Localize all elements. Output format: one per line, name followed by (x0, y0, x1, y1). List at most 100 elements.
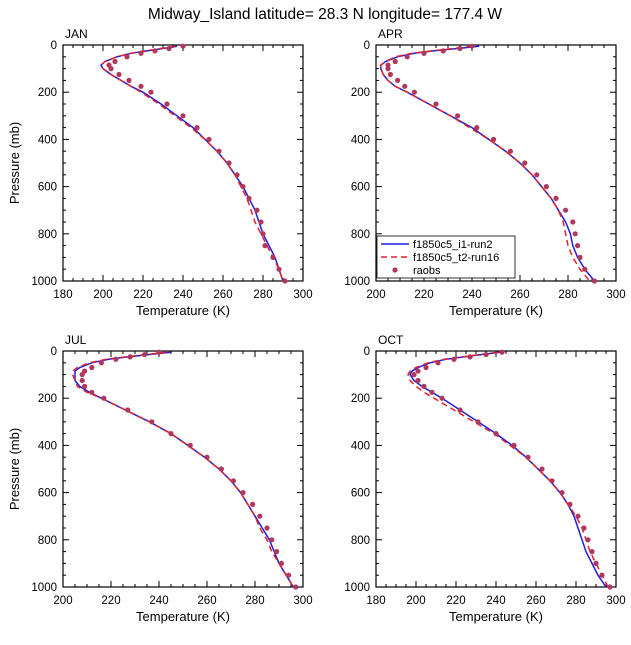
raobs-point (269, 537, 275, 543)
raobs-point (257, 513, 263, 519)
y-tick-label: 600 (351, 488, 370, 500)
raobs-point (467, 354, 473, 360)
raobs-point (483, 351, 489, 358)
raobs-point (392, 58, 398, 65)
raobs-point (469, 43, 475, 49)
y-tick-label: 800 (351, 535, 370, 547)
panel-jul: 200 220 240 260 280 300 0 200 400 600 800 1000 JUL Te… (7, 333, 313, 624)
y-tick-label: 400 (38, 440, 57, 452)
raobs-point (511, 442, 517, 448)
raobs-point (206, 136, 212, 142)
y-tick-label: 0 (51, 40, 57, 52)
raobs-point (563, 207, 569, 213)
raobs-point (282, 278, 288, 284)
x-tick-label: 300 (606, 289, 625, 301)
series-line-f1850c5_t2-run16 (71, 351, 295, 588)
raobs-point (168, 431, 174, 437)
panel-label: JUL (65, 333, 87, 347)
raobs-point (274, 549, 280, 555)
raobs-point (451, 356, 457, 362)
x-tick-label: 220 (133, 289, 152, 301)
raobs-point (402, 83, 408, 89)
x-tick-label: 200 (406, 595, 425, 607)
y-tick-label: 1000 (31, 276, 57, 288)
raobs-point (493, 431, 499, 437)
plot-frame (62, 350, 304, 588)
x-tick-label: 280 (245, 595, 264, 607)
raobs-point (572, 231, 578, 237)
x-tick-label: 300 (293, 289, 312, 301)
raobs-point (116, 71, 122, 78)
raobs-point (164, 101, 170, 107)
panel-jan: 180 200 220 240 260 280 300 0 200 400 600 800 1000 JA… (7, 27, 313, 318)
raobs-point (567, 501, 573, 507)
x-tick-label: 300 (293, 595, 312, 607)
raobs-point (534, 172, 540, 178)
y-tick-label: 800 (351, 229, 370, 241)
raobs-point (457, 45, 463, 52)
raobs-point (101, 395, 107, 401)
y-tick-label: 1000 (344, 276, 370, 288)
raobs-point (507, 148, 513, 154)
legend-label: f1850c5_t2-run16 (413, 252, 499, 264)
x-axis-label: Temperature (K) (136, 303, 230, 318)
raobs-point (166, 45, 172, 52)
y-tick-label: 800 (38, 229, 57, 241)
raobs-point (278, 560, 284, 567)
x-tick-label: 220 (414, 289, 433, 301)
series-line-f1850c5_t2-run16 (407, 351, 609, 588)
raobs-point (440, 48, 446, 54)
raobs-point (112, 58, 118, 65)
raobs-point (89, 389, 95, 395)
raobs-point (499, 349, 505, 355)
raobs-point (589, 549, 595, 555)
raobs-point (599, 572, 605, 578)
raobs-point (230, 478, 236, 484)
y-axis-label: Pressure (mb) (7, 122, 22, 204)
raobs-point (270, 254, 276, 260)
raobs-point (457, 407, 463, 413)
x-tick-label: 200 (53, 595, 72, 607)
raobs-point (79, 377, 85, 384)
legend-label: raobs (413, 265, 441, 277)
x-tick-label: 260 (526, 595, 545, 607)
raobs-point (421, 50, 427, 56)
figure-title: Midway_Island latitude= 28.3 N longitude… (148, 6, 503, 23)
raobs-point (250, 501, 256, 507)
raobs-point (148, 89, 154, 95)
panel-label: JAN (65, 27, 88, 41)
raobs-point (156, 349, 162, 355)
y-tick-label: 0 (364, 346, 370, 358)
raobs-point (240, 184, 246, 190)
y-tick-label: 200 (351, 87, 370, 99)
raobs-point (240, 490, 246, 496)
raobs-point (258, 219, 264, 225)
y-tick-label: 200 (38, 393, 57, 405)
raobs-point (246, 195, 252, 201)
raobs-point (385, 66, 391, 72)
raobs-point (415, 377, 421, 384)
x-tick-label: 240 (149, 595, 168, 607)
legend-swatch-dot (392, 267, 398, 273)
panel-label: APR (378, 27, 403, 41)
y-tick-label: 600 (38, 488, 57, 500)
panels: 180 200 220 240 260 280 300 0 200 400 600 800 1000 JA… (7, 27, 626, 624)
raobs-point (204, 454, 210, 460)
raobs-point (593, 560, 599, 567)
series-line-f1850c5_t2-run16 (100, 45, 284, 282)
raobs-point (474, 125, 480, 131)
x-axis-label: Temperature (K) (449, 609, 543, 624)
raobs-point (404, 54, 410, 60)
raobs-point (142, 351, 148, 358)
x-tick-label: 300 (606, 595, 625, 607)
raobs-point (138, 83, 144, 89)
raobs-point (124, 54, 130, 60)
raobs-point (126, 77, 132, 83)
x-tick-label: 280 (558, 289, 577, 301)
y-tick-label: 400 (351, 440, 370, 452)
x-tick-label: 180 (53, 289, 72, 301)
raobs-point (254, 207, 260, 213)
x-tick-label: 280 (253, 289, 272, 301)
raobs-point (98, 360, 104, 366)
raobs-point (113, 356, 119, 362)
